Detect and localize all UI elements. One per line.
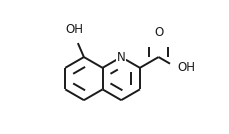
Text: O: O (153, 26, 162, 39)
Text: OH: OH (65, 23, 83, 36)
Text: OH: OH (177, 61, 194, 74)
Text: N: N (116, 51, 125, 64)
